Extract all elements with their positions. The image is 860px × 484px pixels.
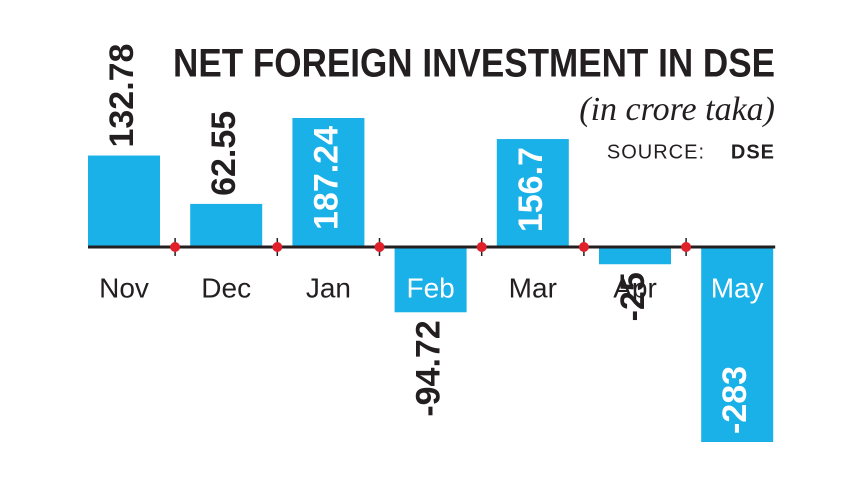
bar: [190, 203, 263, 248]
x-tick-label: Nov: [99, 272, 149, 303]
separator-dot: [374, 242, 385, 253]
value-label: 156.7: [512, 147, 550, 232]
bar: [88, 155, 160, 248]
x-tick-label: Dec: [201, 272, 251, 303]
bar: [292, 118, 365, 248]
source: DSE: [731, 141, 775, 163]
separator-dot: [578, 242, 589, 253]
x-tick-label: May: [711, 272, 764, 303]
separator-dot: [476, 242, 487, 253]
x-tick-label: Jan: [306, 272, 351, 303]
value-label: 132.78: [103, 44, 141, 148]
x-tick-label: Apr: [613, 272, 657, 303]
bar: [394, 247, 467, 313]
separator-dot: [681, 242, 692, 253]
x-tick-label: Feb: [406, 272, 454, 303]
value-label: -25: [614, 272, 652, 321]
source-label: SOURCE:: [607, 141, 705, 163]
chart-title: NET FOREIGN INVESTMENT IN DSE: [173, 42, 775, 86]
bar: [599, 247, 671, 265]
value-label: 187.24: [307, 126, 345, 230]
separator-dot: [170, 242, 181, 253]
bar: [701, 247, 774, 442]
chart-subtitle: (in crore taka): [579, 91, 775, 128]
value-label: 62.55: [205, 111, 243, 196]
value-label: -283: [716, 366, 754, 434]
x-tick-label: Mar: [509, 272, 557, 303]
separator-dot: [272, 242, 283, 253]
value-label: -94.72: [410, 320, 448, 416]
bar: [496, 139, 569, 248]
